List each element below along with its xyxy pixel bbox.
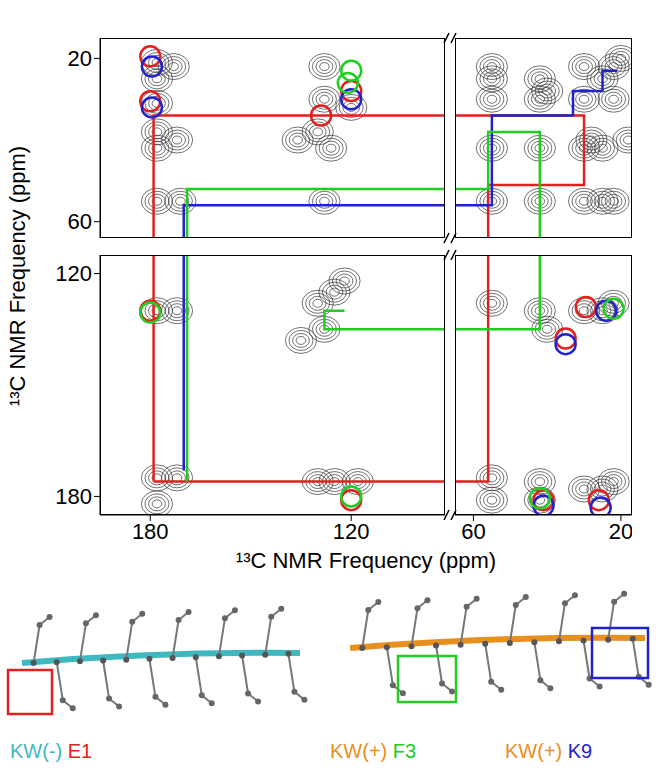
svg-text:120: 120: [55, 261, 92, 286]
html-text:KW(+) K9: KW(+) K9: [505, 740, 593, 762]
svg-text:180: 180: [132, 519, 169, 544]
svg-text:20: 20: [68, 46, 92, 71]
html-text:KW(+) F3: KW(+) F3: [330, 740, 417, 762]
svg-text:20: 20: [609, 519, 632, 544]
html-text:KW(-) E1: KW(-) E1: [10, 740, 93, 762]
svg-text:60: 60: [461, 519, 485, 544]
svg-text:60: 60: [68, 209, 92, 234]
svg-text:120: 120: [333, 519, 370, 544]
html-text:¹³C NMR Frequency (ppm): ¹³C NMR Frequency (ppm): [235, 548, 497, 573]
html-text:¹³C NMR Frequency (ppm): ¹³C NMR Frequency (ppm): [5, 145, 30, 407]
svg-text:180: 180: [55, 484, 92, 509]
